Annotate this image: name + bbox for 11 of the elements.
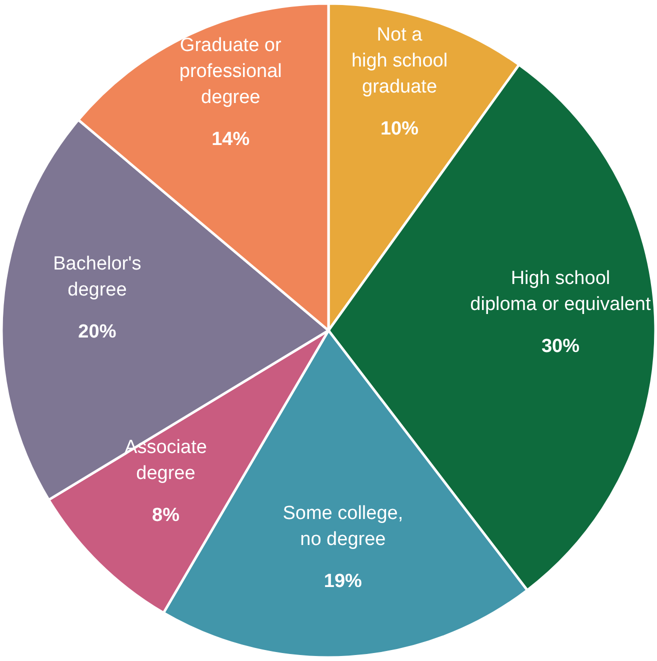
slice-label: Graduate or professional degree (179, 35, 282, 108)
slice-label: Bachelor's degree (53, 253, 142, 300)
data-label: 20% (78, 321, 116, 342)
slice-label: Not a high school graduate (351, 24, 448, 98)
data-label: 30% (541, 336, 580, 357)
data-label: 8% (152, 504, 180, 526)
data-label: 10% (380, 118, 419, 140)
slice-label: Some college, no degree (282, 503, 404, 550)
data-label: 14% (212, 129, 250, 150)
data-label: 19% (324, 571, 362, 592)
slice-label: High school diploma or equivalent (470, 268, 652, 315)
